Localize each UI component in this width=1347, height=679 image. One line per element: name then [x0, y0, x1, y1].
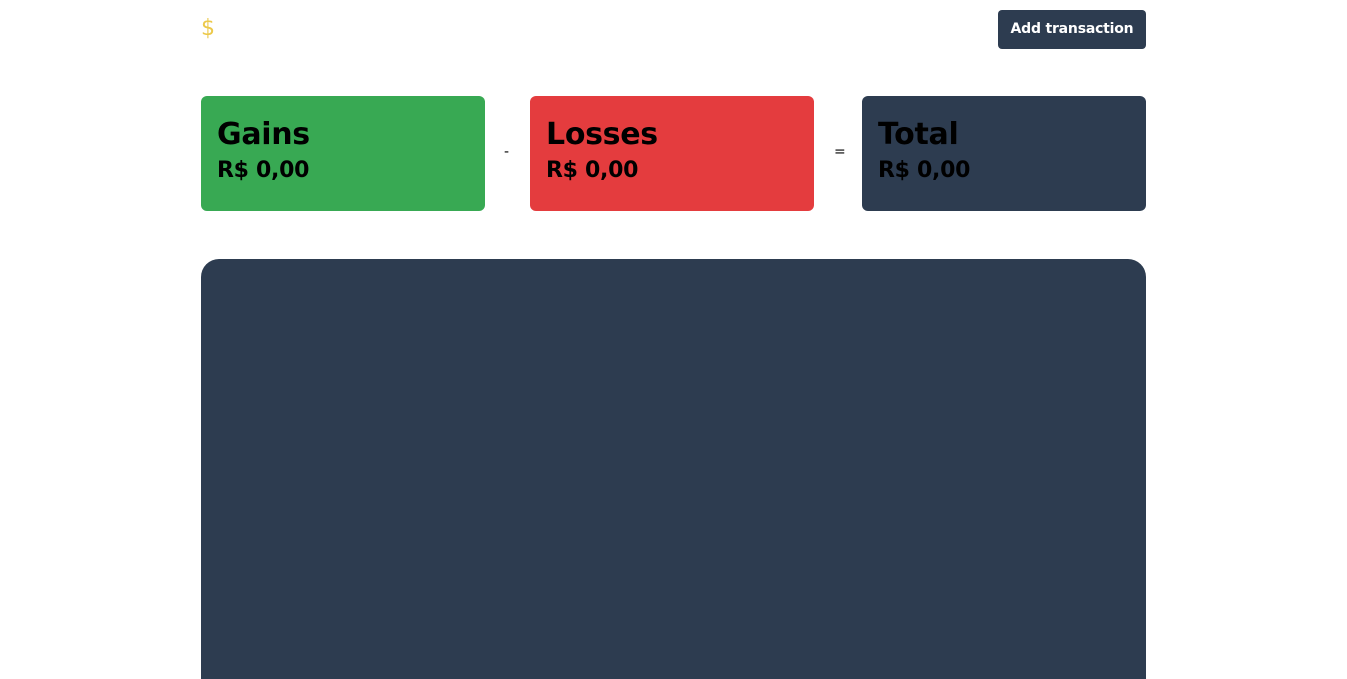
total-card: Total R$ 0,00	[862, 96, 1146, 211]
gains-value: R$ 0,00	[217, 158, 310, 183]
total-title: Total	[878, 117, 959, 152]
losses-value: R$ 0,00	[546, 158, 639, 183]
transactions-panel	[201, 259, 1146, 679]
gains-title: Gains	[217, 117, 310, 152]
summary-cards: Gains R$ 0,00 - Losses R$ 0,00 = Total R…	[201, 96, 1146, 211]
minus-operator: -	[504, 144, 510, 160]
header: $ Add transaction	[201, 10, 1146, 49]
add-transaction-button[interactable]: Add transaction	[998, 10, 1146, 49]
app-container: $ Add transaction Gains R$ 0,00 - Losses…	[201, 0, 1146, 679]
equals-operator: =	[834, 144, 846, 160]
total-value: R$ 0,00	[878, 158, 971, 183]
gains-card: Gains R$ 0,00	[201, 96, 485, 211]
losses-card: Losses R$ 0,00	[530, 96, 814, 211]
losses-title: Losses	[546, 117, 658, 152]
dollar-logo-icon: $	[201, 16, 215, 41]
